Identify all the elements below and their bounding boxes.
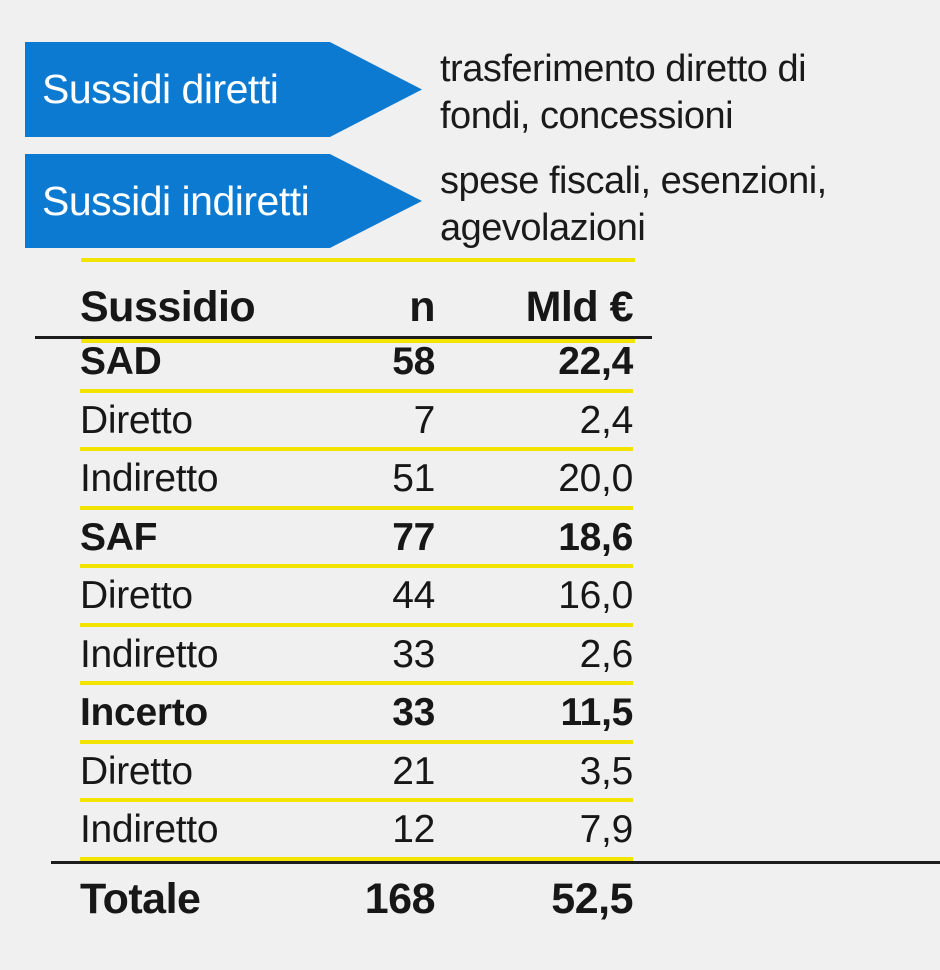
cell-n-value: 21	[392, 749, 435, 793]
table-row: Indiretto 33 2,6	[80, 627, 634, 685]
table-row: Indiretto 51 20,0	[80, 451, 633, 510]
legend-description-diretti: trasferimento diretto di fondi, concessi…	[440, 48, 807, 137]
header-rule-yellow	[81, 339, 635, 343]
row-label: SAF	[80, 515, 158, 559]
row-label: Indiretto	[80, 632, 219, 676]
cell-n-value: 44	[392, 574, 435, 617]
row-label: SAD	[80, 340, 162, 383]
table-header-row: Sussidio n Mld €	[80, 281, 634, 334]
cell-n-value: 12	[392, 808, 435, 851]
legend-arrow-sussidi-diretti: Sussidi diretti	[25, 42, 422, 137]
separator-line-top	[81, 258, 635, 262]
legend-arrow-sussidi-indiretti: Sussidi indiretti	[25, 154, 422, 248]
header-rule-black	[35, 336, 652, 339]
cell-mld-value: 16,0	[558, 574, 633, 617]
total-rule-black	[51, 861, 940, 864]
column-header-sussidio: Sussidio	[80, 283, 256, 331]
cell-mld-value: 11,5	[560, 691, 633, 734]
table-row: Diretto 21 3,5	[80, 744, 634, 802]
cell-mld-value: 2,6	[579, 632, 634, 676]
arrow-label-sussidi-diretti: Sussidi diretti	[42, 66, 279, 112]
cell-n-value: 51	[392, 457, 435, 500]
cell-mld-value: 3,5	[579, 749, 634, 793]
row-label: Indiretto	[80, 457, 219, 500]
cell-n-value: 77	[392, 515, 435, 559]
table-row: SAD 58 22,4	[80, 334, 633, 393]
cell-mld-value: 20,0	[558, 457, 633, 500]
cell-n-value: 33	[392, 632, 435, 676]
cell-mld-value: 18,6	[558, 515, 633, 559]
table-row: Incerto 33 11,5	[80, 685, 633, 744]
cell-n-value: 33	[392, 691, 435, 734]
row-label: Incerto	[80, 691, 208, 734]
cell-mld-value: 2,4	[579, 398, 634, 442]
legend-description-indiretti: spese fiscali, esenzioni, agevolazioni	[440, 160, 827, 249]
table-row: Indiretto 12 7,9	[80, 802, 633, 861]
row-label: Diretto	[80, 749, 193, 793]
table-row: SAF 77 18,6	[80, 510, 633, 568]
column-header-mld-euro: Mld €	[525, 283, 634, 331]
total-n-value: 168	[364, 875, 436, 923]
column-header-n: n	[409, 283, 435, 331]
table-row: Diretto 44 16,0	[80, 568, 633, 627]
cell-n-value: 58	[392, 340, 435, 383]
cell-n-value: 7	[413, 398, 436, 442]
total-mld-value: 52,5	[551, 875, 633, 923]
cell-mld-value: 22,4	[558, 340, 633, 383]
row-label: Diretto	[80, 398, 193, 442]
cell-mld-value: 7,9	[579, 808, 634, 851]
table-total-row: Totale 168 52,5	[80, 869, 633, 929]
total-label: Totale	[80, 875, 201, 923]
row-label: Indiretto	[80, 808, 219, 851]
subsidies-table-body: SAD 58 22,4 Diretto 7 2,4 Indiretto 51 20,0 SAF 77…	[80, 334, 633, 861]
table-row: Diretto 7 2,4	[80, 393, 634, 451]
row-label: Diretto	[80, 574, 193, 617]
arrow-label-sussidi-indiretti: Sussidi indiretti	[42, 177, 310, 224]
